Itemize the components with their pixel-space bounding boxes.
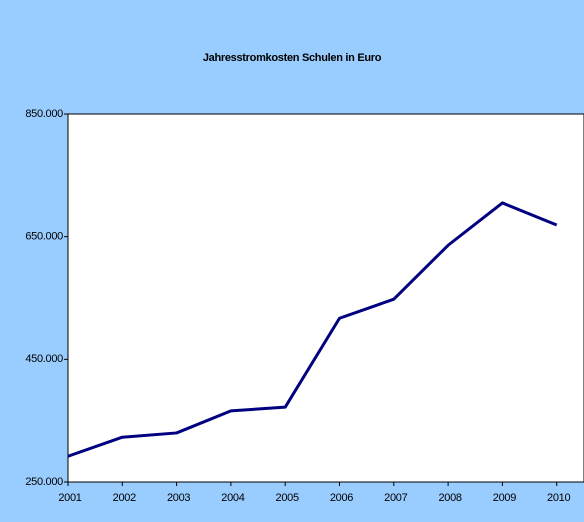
data-line <box>67 201 558 458</box>
x-tick-label: 2010 <box>547 492 570 504</box>
x-tick-label: 2003 <box>167 492 190 504</box>
x-tick-label: 2006 <box>330 492 353 504</box>
x-tick-label: 2007 <box>384 492 407 504</box>
x-tick-label: 2002 <box>113 492 136 504</box>
y-tick-label: 650.000 <box>25 231 63 243</box>
plot-area <box>67 113 584 483</box>
y-tick-label: 850.000 <box>25 108 63 120</box>
y-tick-label: 250.000 <box>25 476 63 488</box>
y-tick-label: 450.000 <box>25 353 63 365</box>
x-tick-label: 2005 <box>276 492 299 504</box>
chart-title: Jahresstromkosten Schulen in Euro <box>203 52 382 64</box>
x-tick-label: 2009 <box>493 492 516 504</box>
x-tick-label: 2004 <box>221 492 244 504</box>
x-tick-label: 2001 <box>58 492 81 504</box>
x-tick-label: 2008 <box>438 492 461 504</box>
